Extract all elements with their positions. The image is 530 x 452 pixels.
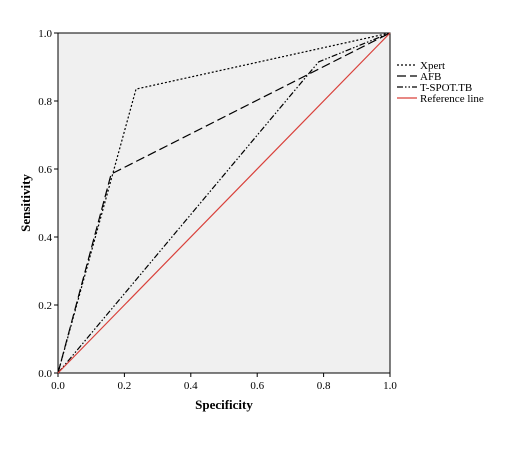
legend-label-afb: AFB xyxy=(420,71,441,83)
x-axis: 0.0 0.2 0.4 0.6 0.8 1.0 xyxy=(51,373,397,392)
series-layer xyxy=(57,32,391,374)
y-tick-label: 1.0 xyxy=(38,28,52,40)
y-tick-label: 0.2 xyxy=(38,300,52,312)
series-line-t-spot-tb xyxy=(57,32,391,374)
y-tick-label: 0.8 xyxy=(38,96,52,108)
legend-label-reference-line: Reference line xyxy=(420,93,484,105)
legend-label-t-spot-tb: T-SPOT.TB xyxy=(420,82,472,94)
x-tick-label: 0.2 xyxy=(118,380,132,392)
x-tick-label: 0.4 xyxy=(184,380,198,392)
y-tick-label: 0.6 xyxy=(38,164,52,176)
y-axis: 0.0 0.2 0.4 0.6 0.8 1.0 xyxy=(38,28,58,380)
legend-label-xpert: Xpert xyxy=(420,60,445,72)
x-tick-label: 0.0 xyxy=(51,380,65,392)
y-axis-title: Sensitivity xyxy=(18,174,33,232)
x-tick-label: 1.0 xyxy=(383,380,397,392)
series-line-afb xyxy=(57,32,391,374)
series-line-reference-line xyxy=(57,32,391,374)
y-tick-label: 0.0 xyxy=(38,368,52,380)
x-tick-label: 0.6 xyxy=(250,380,264,392)
x-tick-label: 0.8 xyxy=(317,380,331,392)
x-axis-title: Specificity xyxy=(195,397,253,412)
y-tick-label: 0.4 xyxy=(38,232,52,244)
